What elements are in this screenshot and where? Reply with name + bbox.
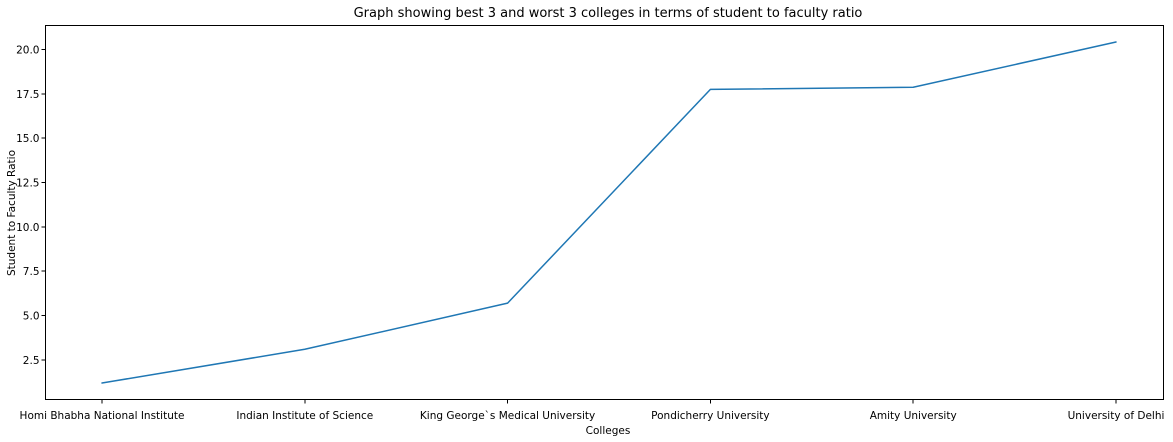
x-tick-label: King George`s Medical University [420,410,595,422]
x-tick-label: University of Delhi [1068,410,1165,422]
y-tick-label: 12.5 [16,178,39,190]
series-layer [101,41,1117,384]
y-axis-label: Student to Faculty Ratio [6,150,18,276]
y-tick-label: 2.5 [23,355,40,367]
series-line [101,41,1117,384]
y-tick-label: 15.0 [16,133,39,145]
x-tick-label: Amity University [870,410,957,422]
chart-title: Graph showing best 3 and worst 3 college… [354,6,863,21]
y-axis-ticks: 2.5 5.0 7.5 10.0 12.5 15.0 17.5 20.0 [16,44,46,367]
y-tick-label: 20.0 [16,44,39,56]
x-axis-ticks: Homi Bhabha National Institute Indian Ins… [20,399,1165,422]
y-tick-label: 7.5 [23,266,40,278]
x-tick-label: Indian Institute of Science [236,410,373,422]
y-tick-label: 17.5 [16,89,39,101]
plot-frame [45,25,1164,400]
y-tick-label: 5.0 [23,311,40,323]
y-tick-label: 10.0 [16,222,39,234]
x-tick-label: Homi Bhabha National Institute [20,410,185,422]
x-tick-label: Pondicherry University [651,410,769,422]
x-axis-label: Colleges [586,425,631,437]
